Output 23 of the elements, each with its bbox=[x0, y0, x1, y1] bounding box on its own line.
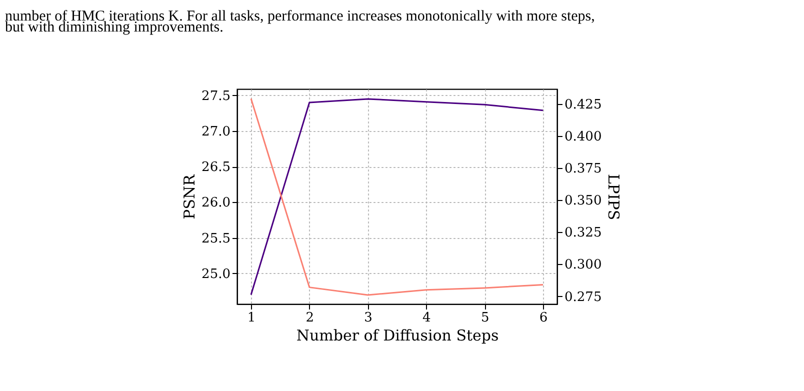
y2-tick-label: 0.375 bbox=[564, 161, 602, 176]
x-tick-label: 3 bbox=[364, 310, 372, 326]
y2-axis-title: LPIPS bbox=[604, 174, 623, 220]
y-tick-label: 25.5 bbox=[202, 231, 230, 246]
x-tick-label: 5 bbox=[480, 310, 490, 326]
y-tick-label: 27.0 bbox=[202, 124, 230, 140]
y-axis-title: PSNR bbox=[180, 174, 199, 220]
y2-tick-label: 0.400 bbox=[564, 129, 602, 144]
y2-tick-label: 0.325 bbox=[564, 226, 602, 241]
x-tick-label: 2 bbox=[306, 310, 314, 326]
y2-tick-label: 0.425 bbox=[564, 97, 602, 112]
text: but with diminishing improvements. bbox=[5, 20, 224, 36]
y-tick-label: 26.5 bbox=[202, 160, 230, 176]
x-tick-label: 4 bbox=[422, 310, 431, 326]
y-tick-label: 26.0 bbox=[202, 196, 230, 211]
y2-tick-label: 0.275 bbox=[564, 290, 602, 305]
y2-tick-label: 0.350 bbox=[564, 194, 602, 209]
y-tick-label: 27.5 bbox=[202, 88, 230, 104]
x-tick-label: 6 bbox=[539, 310, 548, 326]
x-tick-label: 1 bbox=[247, 310, 256, 326]
y2-tick-label: 0.300 bbox=[564, 258, 602, 273]
x-axis-title: Number of Diffusion Steps bbox=[296, 326, 499, 344]
y-tick-label: 25.0 bbox=[202, 266, 230, 282]
